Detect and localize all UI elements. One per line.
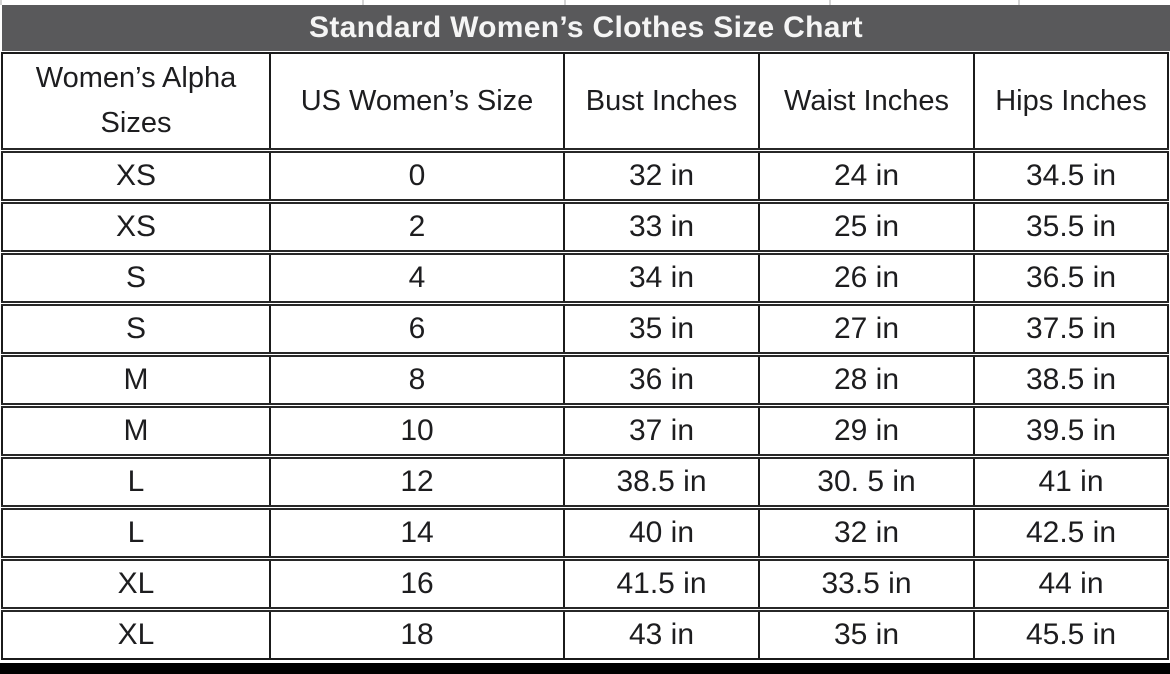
- table-cell: 40 in: [563, 507, 759, 561]
- table-row: L 12 38.5 in 30. 5 in 41 in: [1, 456, 1168, 510]
- table-cell: 36 in: [563, 354, 759, 408]
- table-cell: 27 in: [758, 303, 974, 357]
- table-cell: 43 in: [563, 609, 759, 660]
- table-cell: 39.5 in: [973, 405, 1168, 459]
- column-header-alpha-sizes: Women’s Alpha Sizes: [1, 53, 270, 153]
- table-row: S 6 35 in 27 in 37.5 in: [1, 303, 1168, 357]
- table-cell: 32 in: [758, 507, 974, 561]
- table-cell: 38.5 in: [973, 354, 1168, 408]
- table-cell: 25 in: [758, 201, 974, 255]
- table-cell: 4: [269, 252, 564, 306]
- table-cell: XS: [1, 201, 270, 255]
- table-cell: 30. 5 in: [758, 456, 974, 510]
- column-header-us-size: US Women’s Size: [269, 53, 564, 153]
- table-cell: 16: [269, 558, 564, 612]
- grid-line-artifact: [829, 0, 831, 5]
- table-cell: 35 in: [758, 609, 974, 660]
- table-cell: 37 in: [563, 405, 759, 459]
- table-cell: L: [1, 456, 270, 510]
- table-cell: XL: [1, 558, 270, 612]
- table-cell: 41.5 in: [563, 558, 759, 612]
- table-cell: XL: [1, 609, 270, 660]
- table-row: XL 18 43 in 35 in 45.5 in: [1, 609, 1168, 660]
- table-cell: 32 in: [563, 150, 759, 204]
- column-header-bust: Bust Inches: [563, 53, 759, 153]
- table-cell: 10: [269, 405, 564, 459]
- table-row: XL 16 41.5 in 33.5 in 44 in: [1, 558, 1168, 612]
- table-cell: 14: [269, 507, 564, 561]
- table-row: XS 2 33 in 25 in 35.5 in: [1, 201, 1168, 255]
- column-header-hips: Hips Inches: [973, 53, 1168, 153]
- table-cell: 28 in: [758, 354, 974, 408]
- table-title: Standard Women’s Clothes Size Chart: [309, 11, 863, 44]
- table-cell: 33 in: [563, 201, 759, 255]
- table-cell: 37.5 in: [973, 303, 1168, 357]
- table-cell: 41 in: [973, 456, 1168, 510]
- table-cell: M: [1, 405, 270, 459]
- table-cell: 42.5 in: [973, 507, 1168, 561]
- table-row: M 10 37 in 29 in 39.5 in: [1, 405, 1168, 459]
- grid-line-artifact: [564, 0, 566, 5]
- table-cell: 36.5 in: [973, 252, 1168, 306]
- table-cell: 24 in: [758, 150, 974, 204]
- grid-line-artifact: [362, 0, 364, 5]
- table-cell: S: [1, 303, 270, 357]
- table-cell: 45.5 in: [973, 609, 1168, 660]
- table-cell: 44 in: [973, 558, 1168, 612]
- table-cell: M: [1, 354, 270, 408]
- table-cell: 35 in: [563, 303, 759, 357]
- grid-line-artifact: [1018, 0, 1020, 5]
- grid-line-artifact: [0, 0, 2, 5]
- table-cell: 34 in: [563, 252, 759, 306]
- size-chart-table: Women’s Alpha Sizes US Women’s Size Bust…: [1, 52, 1169, 660]
- table-cell: 33.5 in: [758, 558, 974, 612]
- table-cell: 35.5 in: [973, 201, 1168, 255]
- table-title-bar: Standard Women’s Clothes Size Chart: [2, 5, 1170, 51]
- table-cell: 12: [269, 456, 564, 510]
- table-cell: 26 in: [758, 252, 974, 306]
- table-row: M 8 36 in 28 in 38.5 in: [1, 354, 1168, 408]
- table-cell: S: [1, 252, 270, 306]
- table-cell: 8: [269, 354, 564, 408]
- table-cell: 34.5 in: [973, 150, 1168, 204]
- table-cell: XS: [1, 150, 270, 204]
- table-row: XS 0 32 in 24 in 34.5 in: [1, 150, 1168, 204]
- top-margin-strip: [0, 0, 1170, 5]
- table-row: L 14 40 in 32 in 42.5 in: [1, 507, 1168, 561]
- bottom-black-bar: [0, 663, 1170, 674]
- table-header-row: Women’s Alpha Sizes US Women’s Size Bust…: [1, 53, 1168, 153]
- table-cell: 29 in: [758, 405, 974, 459]
- table-cell: 18: [269, 609, 564, 660]
- table-cell: 38.5 in: [563, 456, 759, 510]
- table-cell: 6: [269, 303, 564, 357]
- table-cell: L: [1, 507, 270, 561]
- column-header-waist: Waist Inches: [758, 53, 974, 153]
- table-cell: 0: [269, 150, 564, 204]
- table-row: S 4 34 in 26 in 36.5 in: [1, 252, 1168, 306]
- table-cell: 2: [269, 201, 564, 255]
